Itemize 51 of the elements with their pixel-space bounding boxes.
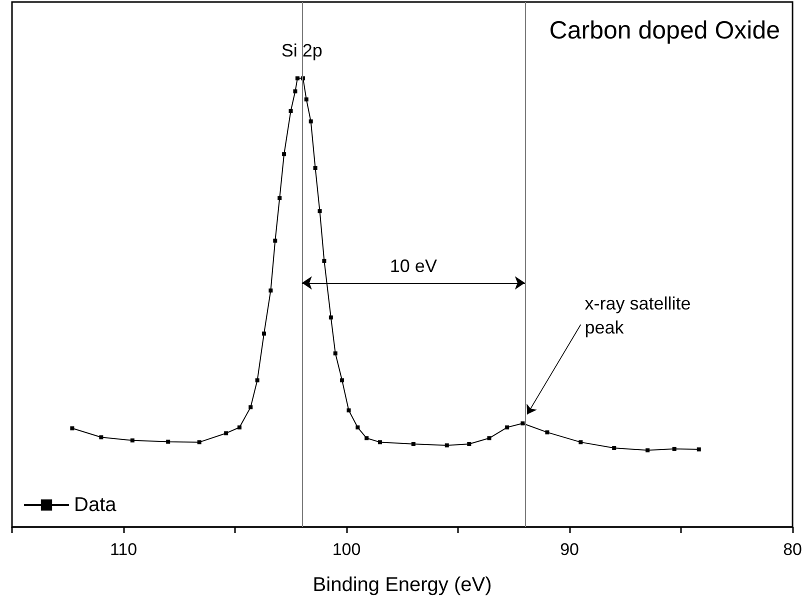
point <box>356 425 360 430</box>
point <box>288 109 293 114</box>
point <box>308 119 313 124</box>
annotation: x-ray satellite peak <box>584 293 696 338</box>
point <box>293 89 298 94</box>
point <box>340 378 344 382</box>
point <box>318 209 322 214</box>
legend-label: Data <box>74 494 118 516</box>
point <box>672 446 676 451</box>
point <box>487 436 492 440</box>
point <box>333 351 338 356</box>
point <box>612 446 616 450</box>
point <box>282 152 286 156</box>
point <box>268 288 273 293</box>
point <box>313 166 318 170</box>
point <box>378 440 382 444</box>
point <box>255 378 260 382</box>
point <box>166 440 170 444</box>
x-axis-title: Binding Energy (eV) <box>312 574 492 596</box>
point <box>346 408 351 412</box>
point <box>322 258 326 263</box>
point <box>328 315 333 320</box>
point <box>295 76 300 80</box>
annotation: 10 eV <box>390 256 437 276</box>
x-tick-label: 80 <box>783 540 802 559</box>
point <box>224 431 228 436</box>
x-tick-label: 100 <box>332 540 361 559</box>
point <box>304 97 308 102</box>
point <box>262 332 266 336</box>
point <box>545 430 550 434</box>
point <box>248 405 253 410</box>
point <box>278 196 282 200</box>
annotation: Si 2p <box>281 40 322 60</box>
point <box>99 435 104 440</box>
point <box>197 440 202 444</box>
point <box>411 442 416 446</box>
point <box>130 438 134 442</box>
x-tick-label: 110 <box>110 540 138 559</box>
point <box>505 425 510 430</box>
point <box>364 436 369 440</box>
chart-title: Carbon doped Oxide <box>549 16 780 44</box>
point <box>237 425 242 430</box>
point <box>444 443 449 448</box>
point <box>273 238 278 243</box>
point <box>646 448 650 452</box>
point <box>578 440 583 444</box>
point <box>70 426 74 430</box>
x-tick-label: 90 <box>560 540 579 559</box>
point <box>520 421 525 426</box>
point <box>696 447 701 452</box>
point <box>467 442 472 446</box>
